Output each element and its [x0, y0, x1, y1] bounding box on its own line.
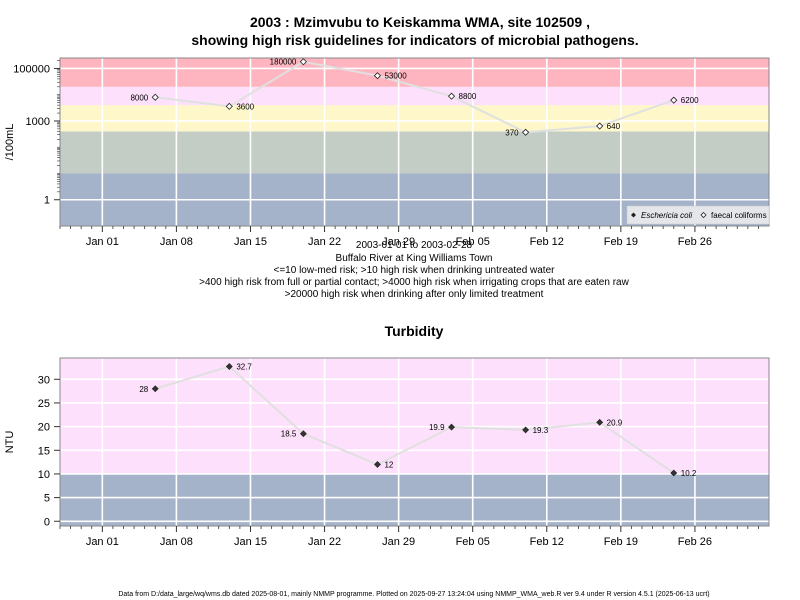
risk-band-2	[60, 131, 769, 174]
data-label: 640	[607, 122, 621, 131]
x-tick-label: Jan 01	[86, 536, 119, 548]
risk-band-1	[60, 473, 769, 526]
y-tick-label: 20	[38, 422, 50, 434]
data-point	[373, 72, 382, 80]
data-point	[299, 58, 307, 66]
x-tick-label: Jan 29	[382, 236, 415, 248]
data-label: 10.2	[681, 469, 697, 478]
x-tick-label: Feb 26	[678, 236, 712, 248]
top-gridlines	[60, 58, 769, 226]
top-plot-frame	[59, 57, 770, 227]
bottom-y-axis-label: NTU	[4, 431, 16, 454]
x-tick-label: Feb 19	[604, 536, 638, 548]
bottom-plot-frame	[59, 357, 770, 527]
top-risk-bands	[60, 58, 769, 226]
top-title-line1: 2003 : Mzimvubu to Keiskamma WMA, site 1…	[250, 14, 590, 30]
caption-line-3: <=10 low-med risk; >10 high risk when dr…	[274, 265, 556, 276]
data-label: 180000	[270, 58, 297, 67]
data-label: 19.9	[429, 423, 445, 432]
caption-line-1: 2003-01-01 to 2003-02-28	[356, 240, 473, 251]
top-y-axis: 1 1000 100000	[13, 60, 60, 207]
x-tick-label: Feb 12	[530, 236, 564, 248]
data-point	[447, 92, 456, 100]
series-line	[154, 365, 675, 474]
x-tick-label: Feb 19	[604, 236, 638, 248]
legend-box	[626, 205, 770, 225]
data-label: 370	[505, 128, 519, 137]
risk-band-2	[60, 358, 769, 474]
x-tick-label: Jan 29	[382, 536, 415, 548]
risk-band-3	[60, 105, 769, 132]
y-tick-label: 5	[44, 493, 50, 505]
y-tick-label: 1	[44, 195, 50, 207]
top-caption: 2003-01-01 to 2003-02-28 Buffalo River a…	[199, 240, 629, 300]
data-point	[225, 363, 233, 370]
data-label: 20.9	[607, 418, 623, 427]
bottom-title: Turbidity	[385, 323, 444, 339]
data-label: 32.7	[236, 363, 252, 372]
data-point	[448, 423, 455, 431]
data-point	[596, 122, 604, 130]
risk-band-5	[60, 58, 769, 87]
data-point	[522, 426, 530, 434]
x-tick-label: Jan 15	[234, 236, 267, 248]
x-tick-label: Feb 26	[678, 536, 712, 548]
top-legend: Eschericia coli faecal coliforms	[626, 205, 770, 225]
top-series: 8000 3600 180000 53000 8800 370 640 6200	[130, 58, 699, 138]
data-point	[596, 418, 604, 426]
x-tick-label: Jan 01	[86, 236, 119, 248]
bottom-risk-bands	[60, 358, 769, 526]
bottom-series: 28 32.7 18.5 12 19.9 19.3 20.9 10.2	[139, 363, 697, 478]
data-label: 8800	[459, 92, 477, 101]
data-label: 3600	[236, 102, 254, 111]
x-tick-label: Jan 08	[160, 236, 193, 248]
x-tick-label: Jan 15	[234, 536, 267, 548]
caption-line-2: Buffalo River at King Williams Town	[336, 253, 493, 264]
top-title-line2: showing high risk guidelines for indicat…	[191, 32, 638, 48]
bottom-y-axis: 0 5 10 15 20 25 30	[38, 374, 60, 528]
data-label: 19.3	[533, 426, 549, 435]
y-tick-label: 100000	[13, 63, 50, 75]
x-tick-label: Feb 12	[530, 536, 564, 548]
y-tick-label: 15	[38, 445, 50, 457]
y-tick-label: 0	[44, 516, 50, 528]
x-tick-label: Jan 08	[160, 536, 193, 548]
data-label: 12	[384, 460, 393, 469]
legend-label-ecoli: Eschericia coli	[641, 211, 692, 220]
risk-band-4	[60, 86, 769, 106]
x-tick-label: Jan 22	[308, 536, 341, 548]
data-point	[522, 128, 530, 136]
x-tick-label: Feb 05	[456, 536, 490, 548]
y-tick-label: 30	[38, 374, 50, 386]
series-line	[155, 60, 675, 134]
footer-note: Data from D:/data_large/wq/wms.db dated …	[118, 591, 709, 598]
legend-marker-faecal	[700, 211, 707, 219]
legend-marker-ecoli	[631, 212, 636, 218]
data-label: 53000	[384, 72, 407, 81]
data-label: 6200	[681, 96, 699, 105]
y-tick-label: 10	[38, 469, 50, 481]
top-x-axis: Jan 01 Jan 08 Jan 15 Jan 22 Jan 29 Feb 05 Feb …	[59, 226, 759, 248]
data-point	[374, 461, 381, 468]
data-point	[670, 96, 678, 104]
y-tick-label: 25	[38, 398, 50, 410]
top-y-axis-label: /100mL	[4, 124, 16, 161]
data-label: 18.5	[281, 430, 297, 439]
data-label: 28	[139, 385, 148, 394]
y-tick-label: 1000	[26, 116, 50, 128]
x-tick-label: Jan 22	[308, 236, 341, 248]
caption-line-4: >400 high risk from full or partial cont…	[199, 277, 629, 288]
x-tick-label: Feb 05	[456, 236, 490, 248]
data-point	[151, 385, 159, 393]
bottom-x-axis: Jan 01 Jan 08 Jan 15 Jan 22 Jan 29 Feb 05 Feb …	[59, 526, 759, 548]
data-point	[151, 93, 159, 101]
data-label: 8000	[130, 93, 148, 102]
legend-label-faecal: faecal coliforms	[711, 211, 767, 220]
data-point	[225, 102, 233, 110]
data-point	[670, 469, 678, 477]
bottom-gridlines	[60, 358, 769, 526]
data-point	[299, 430, 307, 438]
caption-line-5: >20000 high risk when drinking after onl…	[285, 289, 544, 300]
